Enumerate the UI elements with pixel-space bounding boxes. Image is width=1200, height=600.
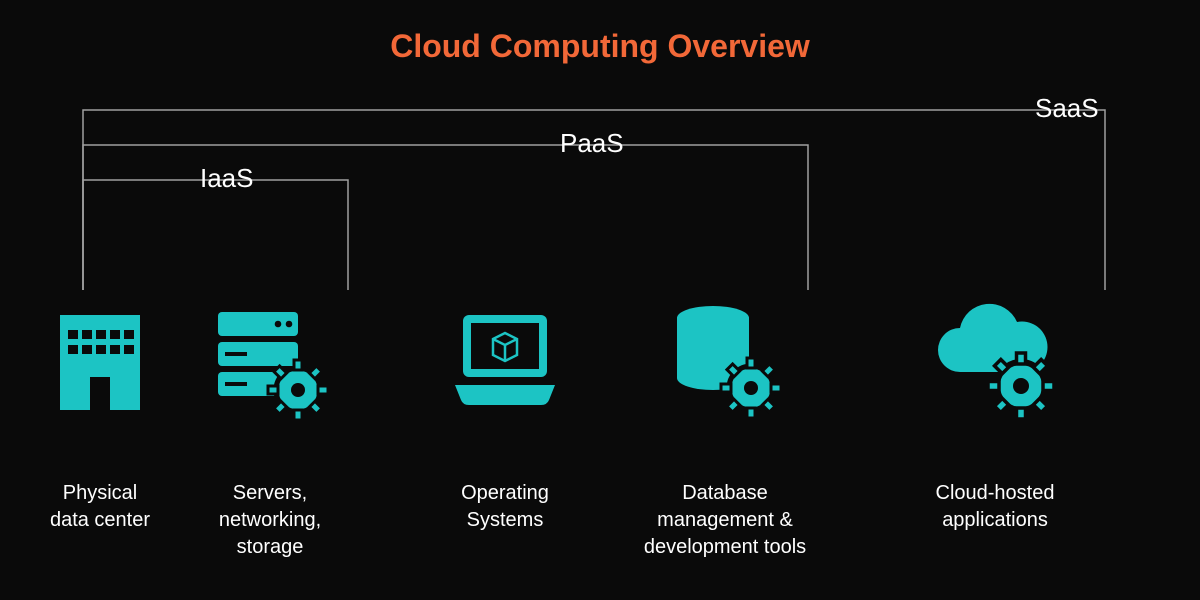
item-database: Database management & development tools <box>625 300 825 561</box>
item-cloud-apps: Cloud-hosted applications <box>895 300 1095 534</box>
item-label: Servers, networking, storage <box>170 480 370 561</box>
item-operating-systems: Operating Systems <box>405 300 605 534</box>
item-label: Database management & development tools <box>625 480 825 561</box>
database-icon <box>625 300 825 420</box>
item-servers: Servers, networking, storage <box>170 300 370 561</box>
item-label: Operating Systems <box>405 480 605 534</box>
bracket-label-paas: PaaS <box>560 128 624 159</box>
item-label: Cloud-hosted applications <box>895 480 1095 534</box>
bracket-label-iaas: IaaS <box>200 163 254 194</box>
page-title: Cloud Computing Overview <box>0 28 1200 65</box>
cloud-icon <box>895 300 1095 420</box>
bracket-label-saas: SaaS <box>1035 93 1099 124</box>
server-icon <box>170 300 370 420</box>
laptop-icon <box>405 300 605 420</box>
